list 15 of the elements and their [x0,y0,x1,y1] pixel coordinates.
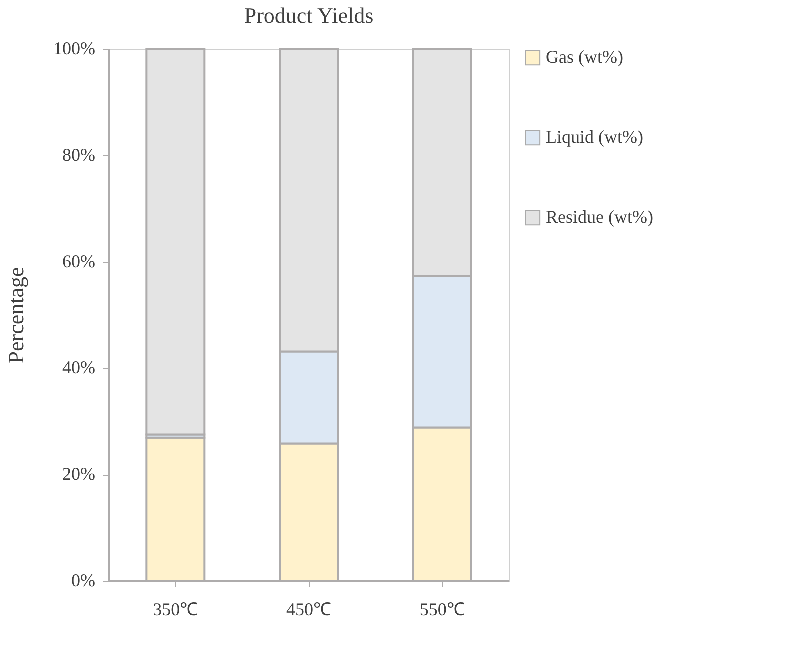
bar [146,48,206,436]
y-axis-title: Percentage [4,267,29,364]
x-tick-label: 450℃ [286,600,332,620]
chart-title: Product Yields [244,3,374,28]
y-tick-label: 40% [62,358,96,378]
x-tick-label: 350℃ [153,600,198,620]
legend-label: Residue (wt%) [546,207,654,227]
y-tick-label: 0% [72,570,96,590]
y-tick-label: 60% [62,251,96,272]
x-tick-label: 550℃ [420,600,465,620]
y-tick-label: 80% [62,144,96,165]
legend-label: Liquid (wt%) [546,127,644,147]
legend-label: Gas (wt%) [546,47,624,67]
y-tick-label: 20% [62,464,96,484]
y-tick-label: 100% [54,38,96,58]
